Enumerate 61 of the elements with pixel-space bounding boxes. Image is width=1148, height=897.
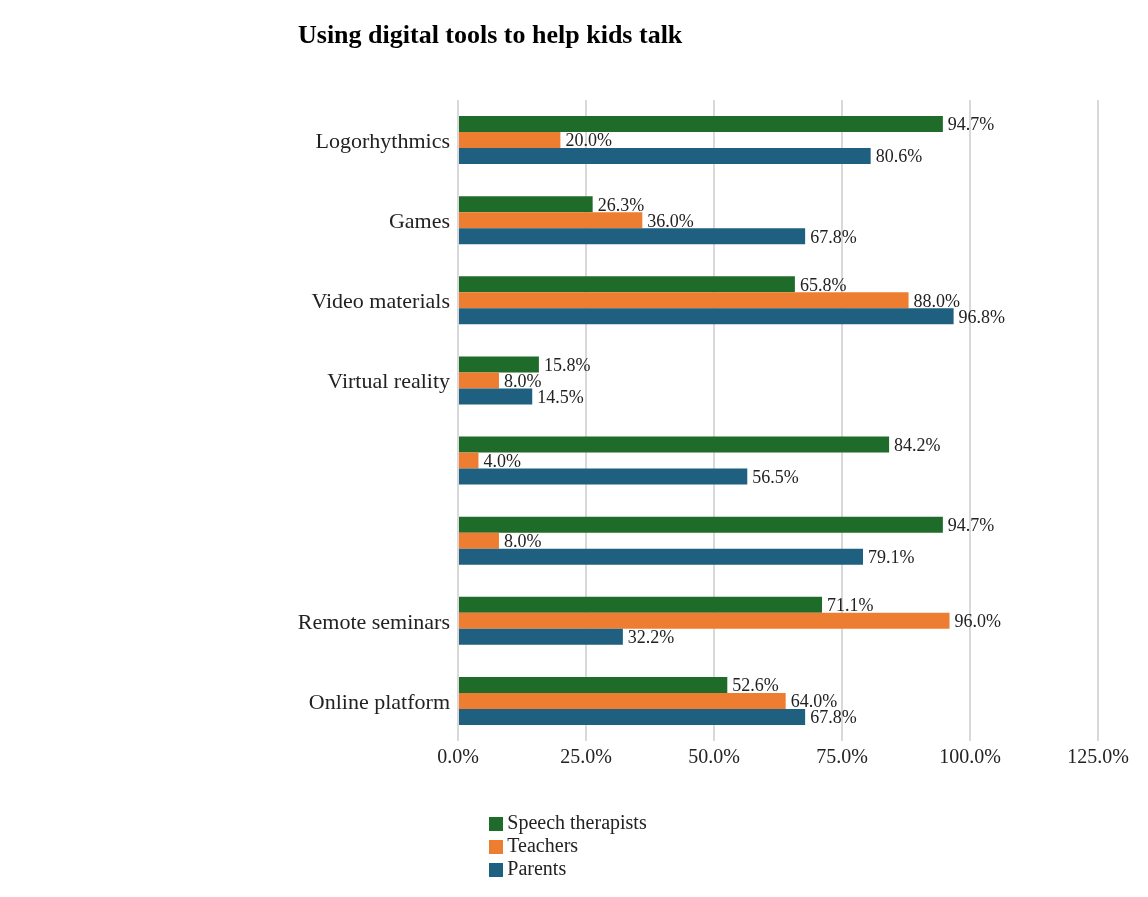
- bar: [458, 532, 499, 549]
- bar: [458, 548, 863, 565]
- y-tick-label: Online platform: [308, 688, 450, 714]
- data-label: 36.0%: [647, 210, 694, 231]
- x-tick-label: 25.0%: [560, 745, 612, 768]
- data-label: 32.2%: [627, 627, 675, 648]
- bar: [458, 612, 950, 629]
- bar: [458, 356, 539, 373]
- x-tick-label: 75.0%: [816, 745, 868, 768]
- data-label: 71.1%: [827, 595, 874, 616]
- bar: [458, 436, 890, 453]
- data-label: 4.0%: [483, 450, 521, 471]
- data-label: 79.1%: [867, 547, 915, 568]
- data-label: 94.7%: [947, 515, 995, 536]
- legend-label: Speech therapists: [507, 811, 647, 833]
- data-label: 94.7%: [947, 114, 995, 135]
- bar: [458, 692, 786, 709]
- bar: [458, 676, 728, 693]
- x-tick-label: 100.0%: [939, 745, 1001, 768]
- y-tick-label: Remote seminars: [297, 608, 450, 634]
- data-label: 84.2%: [894, 434, 941, 455]
- bar: [458, 516, 943, 533]
- bar: [458, 596, 823, 613]
- data-label: 96.8%: [958, 306, 1006, 327]
- bar: [458, 308, 954, 325]
- data-label: 88.0%: [913, 290, 961, 311]
- bar: [458, 196, 593, 213]
- y-tick-label: Logorhythmics: [315, 127, 450, 153]
- data-label: 15.8%: [543, 354, 591, 375]
- data-label: 67.8%: [810, 707, 857, 728]
- data-label: 52.6%: [732, 675, 779, 696]
- data-label: 26.3%: [597, 194, 645, 215]
- x-tick-label: 0.0%: [437, 745, 479, 768]
- legend-label: Parents: [507, 857, 567, 879]
- data-label: 20.0%: [565, 130, 612, 151]
- bar: [458, 148, 871, 165]
- legend-label: Teachers: [507, 834, 579, 856]
- data-label: 96.0%: [954, 611, 1002, 632]
- bar: [458, 228, 806, 245]
- y-tick-label: Games: [388, 208, 450, 233]
- bar: [458, 116, 943, 133]
- bar: [458, 468, 748, 485]
- x-tick-label: 50.0%: [688, 745, 740, 768]
- data-label: 80.6%: [875, 146, 923, 167]
- bar: [458, 452, 479, 469]
- bar: [458, 388, 533, 405]
- x-tick-label: 125.0%: [1067, 745, 1129, 768]
- data-label: 56.5%: [752, 466, 799, 487]
- data-label: 67.8%: [810, 226, 857, 247]
- bar: [458, 628, 623, 645]
- data-label: 8.0%: [503, 531, 542, 552]
- bar: [458, 708, 806, 725]
- y-tick-label: Video materials: [311, 288, 450, 314]
- bar: [458, 372, 499, 389]
- bar: [458, 292, 909, 309]
- chart-title: Using digital tools to help kids talk: [297, 19, 684, 51]
- bar: [458, 212, 643, 229]
- bar: [458, 132, 561, 149]
- y-tick-label: Virtual reality: [327, 368, 450, 394]
- bar: [458, 276, 795, 293]
- data-label: 65.8%: [799, 274, 847, 295]
